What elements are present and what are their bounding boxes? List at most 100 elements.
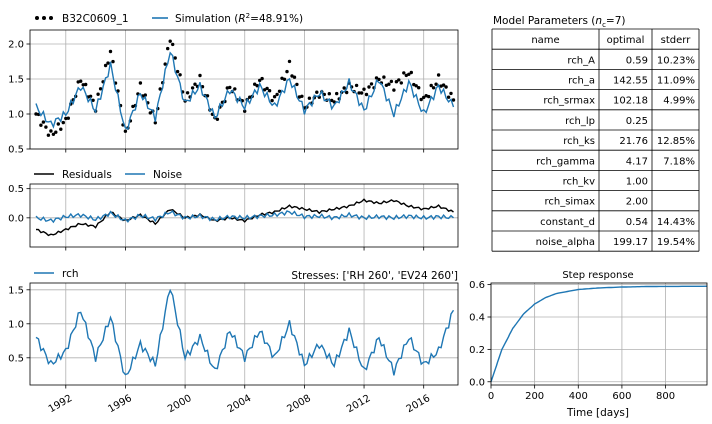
observation-point — [168, 39, 172, 43]
table-header-cell: stderr — [661, 35, 692, 46]
observation-point — [173, 56, 177, 60]
fit-legend: B32C0609_1 Simulation (R2=48.91%) — [35, 12, 303, 25]
observation-point — [409, 70, 413, 75]
table-cell: 12.85% — [657, 136, 695, 147]
observation-point — [66, 116, 71, 120]
observation-point — [138, 81, 143, 85]
observation-point — [185, 91, 190, 95]
parameters-table: Model Parameters (nc=7) name optimal stder… — [491, 15, 700, 252]
fit-panel: 0.5 1.0 1.5 2.0 B32C0609_1 Simulation (R2=4… — [8, 12, 459, 156]
series-line-rch — [35, 288, 455, 376]
observation-point — [392, 88, 396, 92]
observation-point — [345, 90, 349, 95]
table-cell: rch_gamma — [536, 156, 595, 167]
residuals-grid — [30, 184, 458, 247]
observation-point — [51, 132, 56, 136]
observation-point — [260, 76, 264, 81]
fit-y-ticks: 0.5 1.0 1.5 2.0 — [8, 40, 30, 156]
legend-rch-label: rch — [62, 268, 79, 280]
observation-point — [262, 88, 267, 92]
observation-point — [357, 91, 361, 95]
table-cell: 142.55 — [613, 76, 648, 87]
residuals-y-ticks: 0.0 0.5 — [8, 184, 30, 224]
table-cell: constant_d — [540, 217, 595, 228]
observation-point — [265, 86, 269, 91]
observation-point — [374, 76, 379, 80]
observation-point — [451, 98, 456, 102]
observation-point — [277, 89, 282, 94]
observation-point — [444, 85, 448, 89]
legend-obs-marker — [35, 16, 53, 20]
observation-point — [253, 82, 257, 86]
table-cell: 4.99% — [663, 96, 695, 107]
observation-point — [382, 75, 386, 79]
table-cell: 19.54% — [657, 237, 695, 248]
observation-point — [61, 120, 65, 125]
x-tick-label: 2008 — [285, 393, 313, 415]
observation-point — [419, 97, 423, 102]
observation-point — [287, 59, 292, 64]
observation-point — [103, 63, 108, 68]
y-tick-label: 1.5 — [8, 285, 24, 296]
table-header-cell: name — [531, 35, 559, 46]
observation-point — [193, 82, 197, 86]
y-tick-label: 1.0 — [8, 110, 24, 121]
contribution-panel: 0.5 1.0 1.5 1992 1996 2000 2004 2008 2012 2016 r… — [8, 268, 459, 415]
legend-residuals-label: Residuals — [62, 169, 112, 181]
step-grid — [490, 283, 707, 385]
observation-point — [56, 122, 60, 126]
step-title: Step response — [562, 270, 633, 281]
observation-point — [422, 95, 426, 100]
observation-point — [34, 112, 38, 116]
observation-point — [436, 73, 441, 77]
series-line-simulation — [35, 51, 455, 131]
observation-point — [307, 96, 312, 100]
step-panel: 0.0 0.2 0.4 0.6 0 200 400 600 800 Step response… — [469, 270, 708, 419]
table-cell: rch_srmax — [543, 96, 595, 107]
observation-point — [394, 80, 399, 84]
observation-point — [295, 82, 299, 87]
observation-point — [354, 83, 359, 88]
observation-point — [178, 73, 182, 77]
table-cell: noise_alpha — [536, 237, 595, 248]
observation-point — [41, 120, 46, 124]
residuals-legend: Residuals Noise — [34, 169, 182, 181]
y-tick-label: 0.0 — [469, 377, 485, 388]
observation-point — [387, 82, 391, 86]
observation-point — [367, 85, 371, 89]
observation-point — [258, 78, 262, 83]
fit-axes-frame — [29, 29, 459, 150]
observation-point — [335, 91, 339, 96]
observation-point — [96, 92, 100, 96]
observation-point — [427, 94, 431, 99]
residuals-series — [35, 198, 454, 237]
observation-point — [158, 87, 162, 91]
table-cell: 21.76 — [619, 136, 648, 147]
y-tick-label: 1.0 — [8, 319, 24, 330]
y-tick-label: 0.5 — [8, 353, 24, 364]
observation-point — [98, 87, 103, 91]
observation-point — [434, 82, 438, 86]
residuals-panel: 0.0 0.5 Residuals Noise — [8, 169, 459, 251]
observation-point — [389, 79, 394, 84]
x-tick-label: 400 — [569, 391, 588, 402]
table-cell: rch_ks — [563, 136, 595, 147]
x-tick-label: 2000 — [166, 393, 194, 415]
observation-point — [449, 91, 453, 96]
step-xlabel: Time [days] — [566, 407, 629, 419]
legend-obs-label: B32C0609_1 — [62, 13, 129, 25]
table-cell: 10.23% — [657, 55, 695, 66]
table-header-cell: optimal — [607, 35, 645, 46]
step-axes-frame — [490, 282, 708, 386]
stresses-title: Stresses: ['RH 260', 'EV24 260'] — [291, 270, 458, 282]
observation-point — [91, 98, 95, 103]
observation-point — [148, 111, 152, 115]
observation-point — [243, 109, 247, 113]
observation-point — [84, 82, 88, 87]
observation-point — [108, 49, 113, 54]
step-y-ticks: 0.0 0.2 0.4 0.6 — [469, 280, 491, 388]
table-cell: rch_lp — [565, 116, 595, 127]
y-tick-label: 0.4 — [469, 313, 485, 324]
fit-x-ticks — [65, 149, 425, 153]
step-x-ticks: 0 200 400 600 800 — [488, 385, 675, 402]
